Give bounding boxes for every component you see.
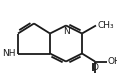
Text: CH₃: CH₃ bbox=[97, 21, 114, 30]
Text: NH: NH bbox=[2, 49, 16, 58]
Text: N: N bbox=[63, 28, 69, 37]
Text: O: O bbox=[91, 63, 99, 72]
Text: OH: OH bbox=[108, 57, 117, 66]
